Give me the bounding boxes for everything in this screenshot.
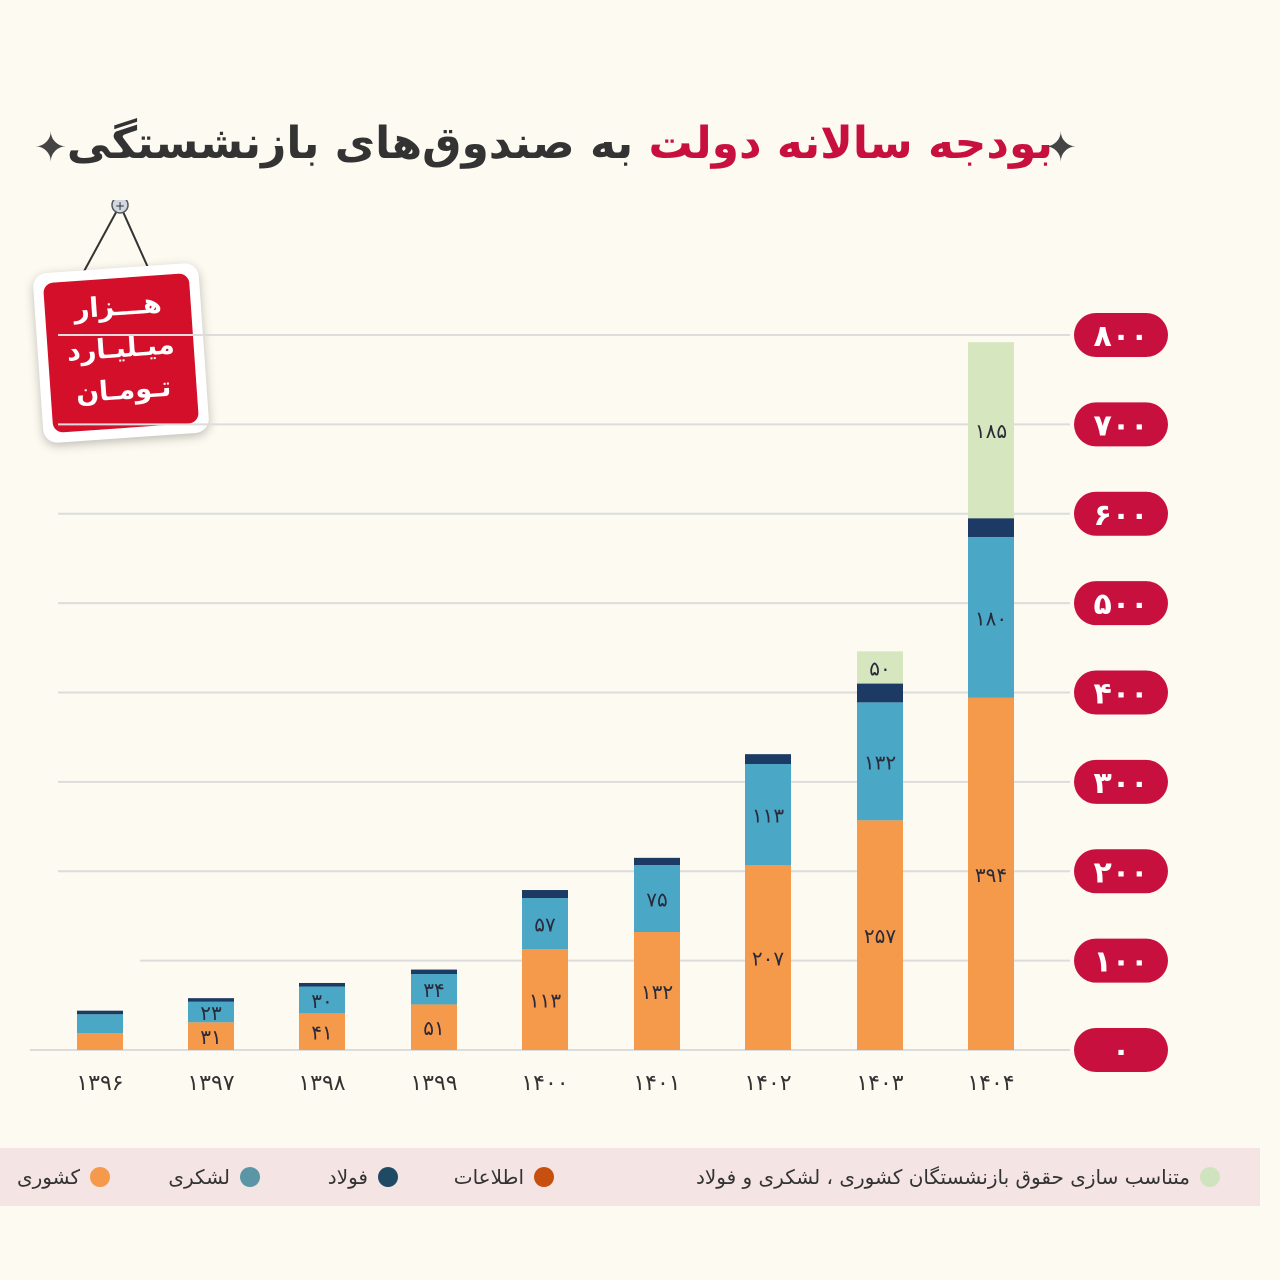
legend-item-lashkari: لشکری	[168, 1162, 260, 1192]
bar-segment	[77, 1033, 123, 1050]
y-tick-label: ۶۰۰	[1094, 498, 1149, 533]
bar-value-label: ۳۴	[423, 978, 444, 1002]
bar-segment	[299, 1013, 345, 1050]
x-tick-label: ۱۴۰۱	[633, 1071, 680, 1096]
y-tick-label: ۷۰۰	[1094, 408, 1149, 443]
bar-value-label: ۷۵	[646, 888, 667, 912]
y-tick-badge	[1074, 849, 1168, 894]
bar-segment	[968, 697, 1014, 1050]
bar-segment	[77, 1010, 123, 1015]
bar-value-label: ۳۰	[311, 989, 332, 1013]
hanging-string-icon: +	[81, 200, 151, 276]
bar-segment	[522, 949, 568, 1050]
y-tick-badge	[1074, 1028, 1168, 1072]
y-tick-badge	[1074, 759, 1168, 804]
bar-value-label: ۵۷	[534, 913, 556, 937]
bar-value-label: ۱۱۳	[529, 989, 561, 1013]
legend-dot	[378, 1167, 398, 1187]
bar-segment	[634, 857, 680, 865]
legend-item-motanaseb: متناسب سازی حقوق بازنشستگان کشوری ، لشکر…	[696, 1162, 1220, 1192]
bar-segment	[857, 820, 903, 1050]
y-tick-badge	[1074, 670, 1168, 715]
bar-segment	[968, 518, 1014, 537]
bar-segment	[188, 1001, 234, 1023]
bar-segment	[634, 932, 680, 1050]
bar-value-label: ۱۳۲	[864, 750, 896, 774]
bar-value-label: ۲۳	[200, 1001, 222, 1025]
bar-segment	[522, 890, 568, 899]
bar-value-label: ۴۱	[311, 1021, 332, 1045]
y-tick-label: ۱۰۰	[1094, 945, 1149, 980]
bar-segment	[188, 998, 234, 1002]
sparkle-icon-right: ✦	[1044, 125, 1078, 171]
bar-segment	[299, 986, 345, 1014]
bar-value-label: ۵۱	[423, 1016, 444, 1040]
x-tick-label: ۱۳۹۹	[410, 1071, 457, 1096]
bar-value-label: ۱۱۳	[752, 803, 784, 827]
sparkle-icon-left: ✦	[34, 125, 68, 171]
y-tick-badge	[1074, 313, 1168, 357]
bar-segment	[299, 982, 345, 987]
legend-dot	[240, 1167, 260, 1187]
y-tick-label: ۵۰۰	[1094, 587, 1149, 622]
legend-dot	[1200, 1167, 1220, 1187]
bar-segment	[745, 764, 791, 865]
bar-segment	[745, 754, 791, 764]
y-tick-badge	[1074, 491, 1168, 536]
x-tick-label: ۱۳۹۶	[76, 1071, 123, 1096]
bar-segment	[634, 864, 680, 933]
bar-value-label: ۲۰۷	[752, 946, 784, 970]
bar-segment	[968, 342, 1014, 519]
y-tick-badge	[1074, 581, 1168, 626]
title-rest: به صندوق‌های بازنشستگی	[66, 118, 634, 169]
x-tick-label: ۱۴۰۴	[967, 1071, 1014, 1096]
bar-segment	[745, 864, 791, 1050]
x-tick-label: ۱۴۰۰	[521, 1071, 568, 1096]
bar-value-label: ۳۱	[200, 1025, 221, 1049]
legend-item-foulad: فولاد	[328, 1162, 398, 1192]
bar-value-label: ۱۳۲	[641, 980, 673, 1004]
svg-text:+: +	[115, 200, 125, 213]
chart-title: بودجه سالانه دولت به صندوق‌های بازنشستگی	[0, 118, 1120, 169]
bar-segment	[411, 1004, 457, 1050]
bar-value-label: ۱۸۰	[975, 606, 1007, 630]
y-tick-badge	[1074, 402, 1168, 447]
bar-value-label: ۳۹۴	[975, 863, 1007, 887]
x-tick-label: ۱۳۹۷	[187, 1071, 234, 1096]
legend: کشوری لشکری فولاد اطلاعات متناسب سازی حق…	[0, 1148, 1260, 1206]
bar-segment	[968, 536, 1014, 698]
legend-dot	[90, 1167, 110, 1187]
bar-segment	[857, 651, 903, 684]
legend-item-keshvari: کشوری	[17, 1162, 110, 1192]
y-tick-label: ۳۰۰	[1094, 766, 1149, 801]
x-tick-label: ۱۴۰۳	[856, 1071, 903, 1096]
y-tick-label: ۸۰۰	[1094, 319, 1149, 354]
legend-item-ettelaat: اطلاعات	[454, 1162, 554, 1192]
bar-segment	[411, 969, 457, 975]
bar-segment	[411, 974, 457, 1005]
bar-value-label: ۲۵۷	[864, 924, 896, 948]
legend-dot	[534, 1167, 554, 1187]
bar-value-label: ۱۸۵	[975, 419, 1007, 443]
x-tick-label: ۱۳۹۸	[298, 1071, 345, 1096]
bar-segment	[188, 1022, 234, 1050]
bar-segment	[77, 1014, 123, 1034]
bar-segment	[857, 683, 903, 703]
y-tick-badge	[1074, 938, 1168, 983]
title-highlight: بودجه سالانه دولت	[648, 118, 1054, 169]
y-tick-label: ۴۰۰	[1094, 677, 1149, 712]
bar-value-label: ۵۰	[869, 656, 890, 680]
y-tick-label: ۲۰۰	[1094, 855, 1149, 890]
x-tick-label: ۱۴۰۲	[744, 1071, 791, 1096]
bar-segment	[522, 898, 568, 950]
y-tick-label: ۰	[1112, 1034, 1130, 1069]
bar-segment	[857, 702, 903, 821]
